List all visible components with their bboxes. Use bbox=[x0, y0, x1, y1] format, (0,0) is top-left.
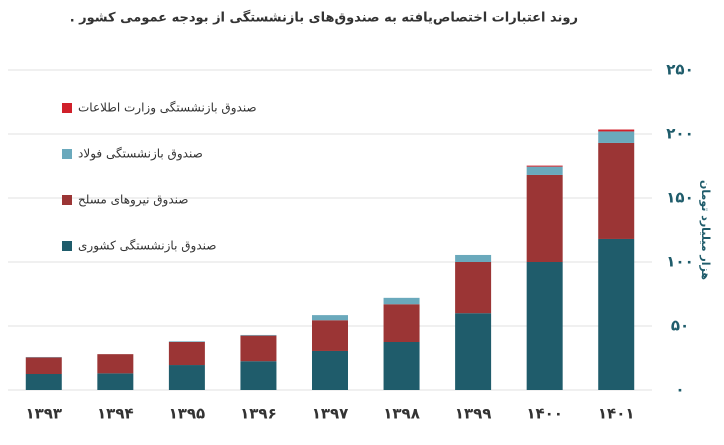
y-tick-label: ۲۵۰ bbox=[666, 61, 693, 79]
legend-swatch bbox=[62, 241, 72, 251]
bar-segment bbox=[455, 313, 492, 390]
bar-segment bbox=[168, 365, 205, 390]
bar-segment bbox=[526, 166, 563, 175]
x-tick-label: ۱۳۹۷ bbox=[312, 405, 349, 423]
bar-segment bbox=[240, 335, 277, 362]
x-tick-label: ۱۳۹۳ bbox=[25, 405, 62, 423]
bar-segment bbox=[383, 304, 420, 342]
chart-title: روند اعتبارات اختصاص‌یافته به صندوق‌های … bbox=[70, 10, 578, 26]
bar-segment bbox=[598, 131, 635, 143]
x-tick-label: ۱۳۹۴ bbox=[97, 405, 134, 423]
bar-segment bbox=[598, 238, 635, 390]
y-tick-label: ۵۰ bbox=[671, 317, 689, 335]
legend-label: صندوق بازنشستگی وزارت اطلاعات bbox=[78, 101, 257, 116]
y-tick-label: ۲۰۰ bbox=[666, 125, 693, 143]
bar-segment bbox=[455, 254, 492, 262]
bar-segment bbox=[97, 373, 134, 390]
x-tick-label: ۱۴۰۱ bbox=[598, 405, 635, 423]
bar-segment bbox=[312, 320, 348, 351]
bar-segment bbox=[25, 374, 62, 390]
legend-label: صندوق نیروهای مسلح bbox=[78, 193, 188, 208]
bar-segment bbox=[240, 361, 277, 390]
bar-segment bbox=[97, 354, 134, 374]
y-axis-label: هزار میلیارد تومان bbox=[699, 180, 712, 280]
bar-segment bbox=[526, 262, 563, 390]
legend-label: صندوق بازنشستگی فولاد bbox=[78, 147, 203, 162]
bar-segment bbox=[598, 129, 635, 132]
legend-swatch bbox=[62, 149, 72, 159]
x-tick-label: ۱۳۹۹ bbox=[455, 405, 492, 423]
x-tick-label: ۱۳۹۶ bbox=[240, 405, 277, 423]
bar-segment bbox=[526, 174, 563, 262]
y-tick-label: ۱۵۰ bbox=[666, 189, 693, 207]
x-tick-label: ۱۳۹۸ bbox=[383, 405, 420, 423]
bar-segment bbox=[312, 315, 348, 321]
legend-swatch bbox=[62, 103, 72, 113]
legend-swatch bbox=[62, 195, 72, 205]
y-tick-label: ۱۰۰ bbox=[666, 253, 693, 271]
x-tick-label: ۱۴۰۰ bbox=[526, 405, 563, 423]
bar-segment bbox=[598, 142, 635, 239]
bar-segment bbox=[312, 350, 348, 390]
bar-segment bbox=[168, 342, 205, 366]
bar-segment bbox=[383, 342, 420, 390]
bar-segment bbox=[25, 357, 62, 374]
bar-segment bbox=[455, 262, 492, 314]
legend-label: صندوق بازنشستگی کشوری bbox=[78, 239, 216, 254]
bar-segment bbox=[168, 341, 205, 342]
bar-segment bbox=[526, 165, 563, 167]
x-tick-label: ۱۳۹۵ bbox=[169, 405, 206, 423]
bar-segment bbox=[240, 334, 277, 336]
bar-segment bbox=[383, 297, 420, 305]
y-tick-label: ۰ bbox=[675, 381, 684, 399]
